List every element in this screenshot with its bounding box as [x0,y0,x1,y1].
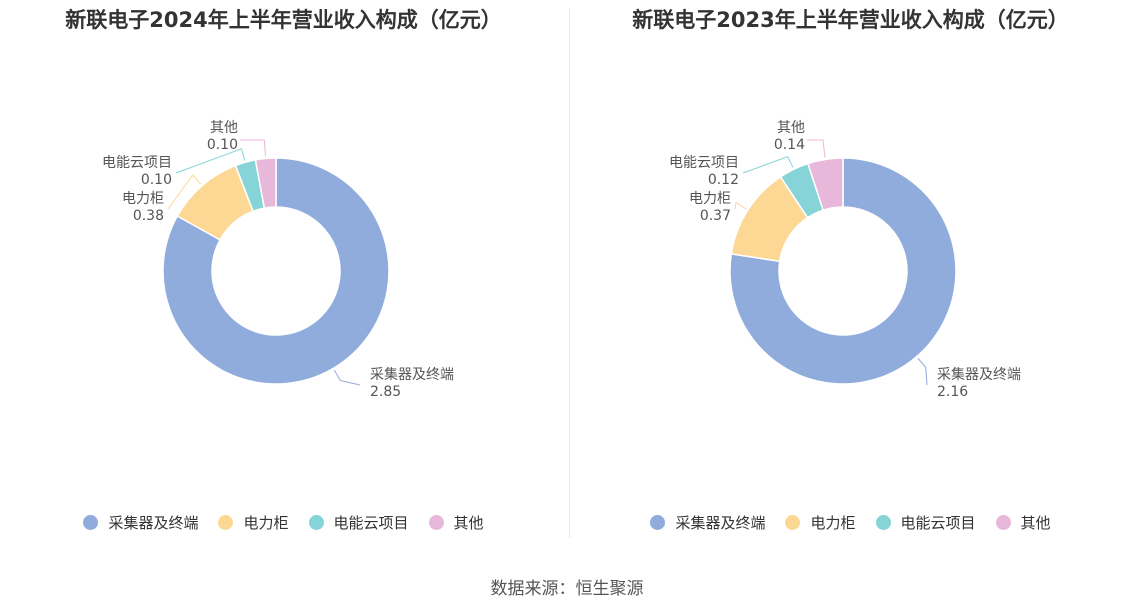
legend-dot [308,515,324,530]
slice-label: 电力柜 [122,191,164,207]
legend-item-cjq[interactable]: 采集器及终端 [83,512,198,533]
leader-line [175,148,246,174]
legend-dot [428,515,444,530]
legend-2023: 采集器及终端 电力柜 电能云项目 其他 [567,512,1134,533]
legend-label: 电力柜 [810,514,856,532]
legend-label: 其他 [1020,514,1051,532]
legend-dot [785,515,801,530]
legend-label: 电能云项目 [333,514,409,532]
leader-line [917,357,928,386]
leader-line [742,156,794,174]
slice-value-label: 0.14 [774,137,805,153]
panel-divider [569,8,570,538]
chart-panel-2024: 新联电子2024年上半年营业收入构成（亿元） 采集器及终端 2.85 电力柜 0.38… [0,0,567,560]
leader-line [167,174,202,210]
legend-label: 电能云项目 [900,514,976,532]
slice-label: 其他 [210,120,238,136]
legend-item-qt[interactable]: 其他 [428,512,484,533]
legend-dot [995,515,1011,530]
leader-line [240,139,266,157]
data-source: 数据来源：恒生聚源 [490,579,644,599]
leader-line [333,369,361,386]
slice-value-label: 0.38 [133,208,164,224]
slice-value-label: 0.10 [207,137,238,153]
legend-label: 其他 [453,514,484,532]
slice-value-label: 2.85 [370,384,401,400]
slice-label: 其他 [777,120,805,136]
legend-item-cjq[interactable]: 采集器及终端 [650,512,765,533]
legend-item-dny[interactable]: 电能云项目 [308,512,409,533]
slice-value-label: 2.16 [937,384,968,400]
slice-label: 电能云项目 [669,155,739,171]
chart-title-2023: 新联电子2023年上半年营业收入构成（亿元） [632,8,1069,32]
slice-label: 电力柜 [689,191,731,207]
chart-title-2024: 新联电子2024年上半年营业收入构成（亿元） [65,8,502,32]
slice-label: 采集器及终端 [937,366,1021,383]
slice-cjq[interactable] [162,157,390,385]
legend-item-dlg[interactable]: 电力柜 [785,512,856,533]
slice-qt[interactable] [254,157,277,209]
legend-item-dny[interactable]: 电能云项目 [875,512,976,533]
legend-item-dlg[interactable]: 电力柜 [218,512,289,533]
slice-label: 采集器及终端 [370,366,454,383]
slice-cjq[interactable] [729,157,957,385]
slice-qt[interactable] [807,157,844,212]
legend-label: 采集器及终端 [675,514,766,532]
legend-dot [875,515,891,530]
leader-line [734,201,747,210]
slice-value-label: 0.10 [141,172,172,188]
legend-dot [650,515,666,530]
legend-label: 电力柜 [243,514,289,532]
legend-label: 采集器及终端 [108,514,199,532]
slice-value-label: 0.37 [700,208,731,224]
slice-label: 电能云项目 [102,155,172,171]
legend-2024: 采集器及终端 电力柜 电能云项目 其他 [0,512,567,533]
legend-item-qt[interactable]: 其他 [995,512,1051,533]
leader-line [807,139,826,158]
legend-dot [83,515,99,530]
slice-value-label: 0.12 [708,172,739,188]
legend-dot [218,515,234,530]
chart-panel-2023: 新联电子2023年上半年营业收入构成（亿元） 采集器及终端 2.16 电力柜 0.37… [567,0,1134,560]
